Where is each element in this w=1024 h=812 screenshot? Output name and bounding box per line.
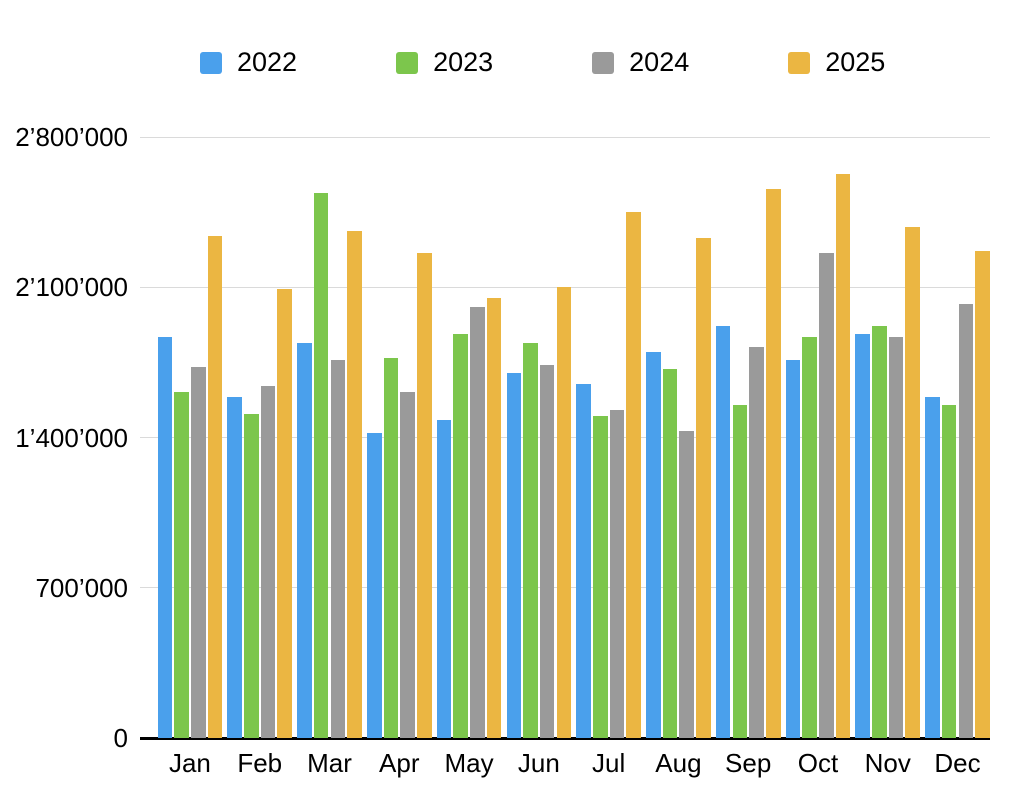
bar-2022-dec	[925, 396, 940, 738]
bar-2025-jan	[207, 235, 223, 738]
bar-2024-nov	[888, 336, 904, 738]
legend-item-2022: 2022	[200, 49, 297, 76]
bar-2025-mar	[347, 231, 362, 738]
bar-group-may	[436, 137, 502, 738]
bar-2025-apr	[417, 252, 432, 738]
x-tick-label-mar: Mar	[307, 748, 352, 778]
y-tick-label: 1’400’000	[15, 422, 128, 453]
legend-swatch-2025	[788, 51, 811, 74]
bar-2024-jun	[539, 364, 555, 738]
bar-group-jul	[576, 137, 641, 738]
bar-2024-apr	[400, 392, 415, 738]
bar-2024-dec	[958, 304, 974, 738]
bar-2023-may	[453, 334, 468, 738]
bar-2023-aug	[662, 368, 678, 738]
bar-group-feb	[227, 137, 293, 738]
legend-item-2024: 2024	[592, 49, 689, 76]
bar-2025-aug	[696, 237, 711, 738]
bar-2023-nov	[872, 325, 887, 738]
bar-2024-may	[470, 306, 485, 738]
gridline	[140, 136, 990, 138]
bar-2024-oct	[819, 252, 834, 738]
bar-2022-jun	[506, 373, 522, 738]
bar-2025-jun	[556, 287, 572, 738]
bar-2022-may	[436, 420, 452, 738]
bar-2024-sep	[749, 347, 764, 738]
bar-2022-mar	[297, 343, 312, 738]
x-tick-label-aug: Aug	[655, 748, 702, 778]
x-tick-label-sep: Sep	[725, 748, 772, 778]
x-tick-label-oct: Oct	[797, 748, 839, 778]
bar-2023-jan	[174, 392, 189, 738]
bar-2022-feb	[227, 396, 242, 738]
x-tick-label-dec: Dec	[934, 748, 981, 778]
bar-2022-aug	[646, 351, 661, 738]
bar-group-jan	[157, 137, 223, 738]
bar-2022-jan	[157, 336, 173, 738]
legend-swatch-2023	[396, 51, 419, 74]
bar-2025-jul	[626, 212, 641, 738]
bar-2025-feb	[277, 289, 293, 738]
bar-2022-apr	[366, 433, 382, 738]
bar-2025-dec	[975, 250, 990, 738]
x-axis: Jan Feb Mar Apr May Jun Jul Aug Sep Oct Nov Dec	[140, 748, 990, 778]
bar-2023-mar	[313, 192, 329, 738]
bar-2025-may	[486, 297, 502, 738]
x-tick-label-jun: Jun	[517, 748, 560, 778]
bar-2025-oct	[835, 173, 851, 738]
bar-2023-oct	[802, 336, 817, 738]
bar-2022-jul	[576, 383, 591, 738]
y-tick-label: 2’800’000	[15, 122, 128, 152]
bar-group-aug	[646, 137, 711, 738]
bar-2022-sep	[715, 325, 731, 738]
y-tick-label: 2’100’000	[15, 272, 128, 303]
bar-2023-jul	[592, 416, 608, 738]
bar-2023-dec	[941, 405, 957, 738]
plot-area	[140, 137, 990, 738]
legend-label: 2023	[433, 47, 494, 77]
bar-2023-apr	[383, 358, 399, 738]
bar-group-dec	[925, 137, 990, 738]
legend-swatch-2024	[592, 51, 615, 74]
bar-2024-aug	[679, 431, 695, 738]
legend-item-2023: 2023	[396, 49, 493, 76]
y-tick-label: 0	[113, 723, 128, 753]
legend-item-2025: 2025	[788, 49, 885, 76]
chart-legend: 2022 2023 2024 2025	[200, 49, 885, 76]
legend-swatch-2022	[200, 51, 222, 74]
bar-2022-nov	[855, 334, 870, 738]
legend-label: 2022	[237, 47, 298, 77]
bar-2023-feb	[244, 413, 259, 738]
legend-label: 2024	[629, 47, 690, 77]
bar-group-mar	[297, 137, 362, 738]
x-tick-label-apr: Apr	[379, 748, 420, 778]
bar-2023-jun	[523, 343, 538, 738]
bar-2023-sep	[732, 405, 748, 738]
x-tick-label-may: May	[444, 748, 494, 778]
legend-label: 2025	[825, 47, 886, 77]
x-tick-label-nov: Nov	[864, 748, 911, 778]
x-tick-label-jul: Jul	[592, 748, 626, 778]
bar-group-apr	[366, 137, 432, 738]
bar-2024-mar	[330, 360, 346, 738]
x-tick-label-jan: Jan	[168, 748, 211, 778]
y-tick-label: 700’000	[35, 572, 128, 603]
bar-2022-oct	[785, 360, 801, 738]
x-axis-line	[140, 736, 990, 740]
bar-2024-feb	[260, 386, 276, 738]
bar-group-jun	[506, 137, 572, 738]
bar-group-sep	[715, 137, 781, 738]
bar-2025-sep	[765, 188, 781, 738]
bar-group-nov	[855, 137, 921, 738]
bar-2024-jul	[609, 409, 625, 738]
bar-group-oct	[785, 137, 851, 738]
bar-2025-nov	[905, 227, 921, 738]
x-tick-label-feb: Feb	[237, 748, 283, 778]
bar-2024-jan	[190, 366, 206, 738]
